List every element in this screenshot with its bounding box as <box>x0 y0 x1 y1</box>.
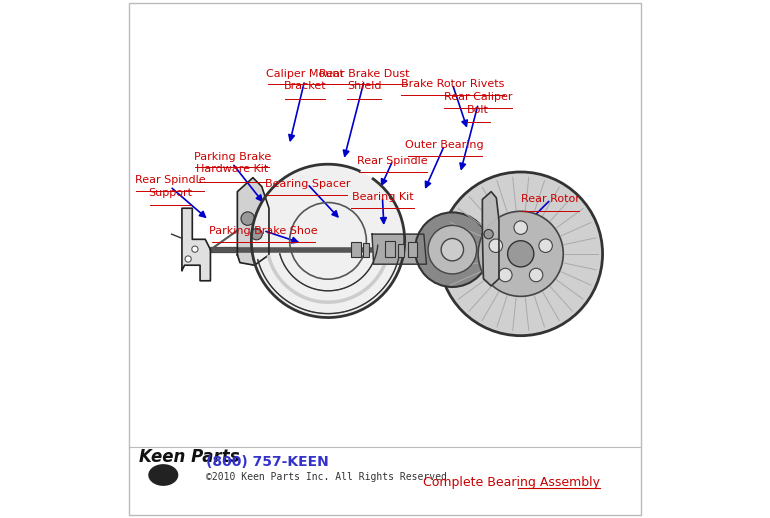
Text: Rear Rotor: Rear Rotor <box>521 194 581 205</box>
Circle shape <box>415 212 490 287</box>
Text: Bearing Kit: Bearing Kit <box>352 192 413 202</box>
Polygon shape <box>372 234 427 264</box>
Bar <box>408 242 417 257</box>
Ellipse shape <box>149 464 179 486</box>
Text: Outer Bearing: Outer Bearing <box>405 140 484 150</box>
Text: Caliper Mount
Bracket: Caliper Mount Bracket <box>266 69 343 92</box>
Polygon shape <box>237 178 269 265</box>
Text: Complete Bearing Assembly: Complete Bearing Assembly <box>423 476 600 490</box>
Circle shape <box>185 256 191 262</box>
Circle shape <box>514 221 527 234</box>
Text: Rear Spindle: Rear Spindle <box>357 155 428 166</box>
Text: Keen Parts: Keen Parts <box>139 448 239 466</box>
Circle shape <box>530 268 543 282</box>
Circle shape <box>539 239 552 252</box>
Circle shape <box>478 211 564 296</box>
Polygon shape <box>182 208 210 281</box>
Circle shape <box>428 225 477 274</box>
Text: Bearing Spacer: Bearing Spacer <box>265 179 350 189</box>
Text: Brake Rotor Rivets: Brake Rotor Rivets <box>400 79 504 89</box>
Text: Parking Brake
Hardware Kit: Parking Brake Hardware Kit <box>193 152 271 175</box>
Circle shape <box>251 228 263 240</box>
Circle shape <box>439 172 603 336</box>
Text: Parking Brake Shoe: Parking Brake Shoe <box>209 225 317 236</box>
Text: Rear Brake Dust
Shield: Rear Brake Dust Shield <box>319 69 410 92</box>
Polygon shape <box>482 192 499 286</box>
Text: (800) 757-KEEN: (800) 757-KEEN <box>206 455 329 469</box>
Circle shape <box>507 241 534 267</box>
Circle shape <box>192 246 198 252</box>
Circle shape <box>484 229 494 239</box>
Circle shape <box>441 238 464 261</box>
Text: Rear Caliper
Bolt: Rear Caliper Bolt <box>444 92 513 115</box>
Circle shape <box>251 164 405 318</box>
Circle shape <box>499 268 512 282</box>
Text: Rear Spindle
Support: Rear Spindle Support <box>135 175 206 198</box>
Bar <box>351 242 360 257</box>
Circle shape <box>489 239 503 252</box>
Text: ©2010 Keen Parts Inc. All Rights Reserved: ©2010 Keen Parts Inc. All Rights Reserve… <box>206 471 447 482</box>
Bar <box>385 241 395 257</box>
Circle shape <box>241 212 254 225</box>
Bar <box>363 243 370 257</box>
Bar <box>398 244 404 257</box>
